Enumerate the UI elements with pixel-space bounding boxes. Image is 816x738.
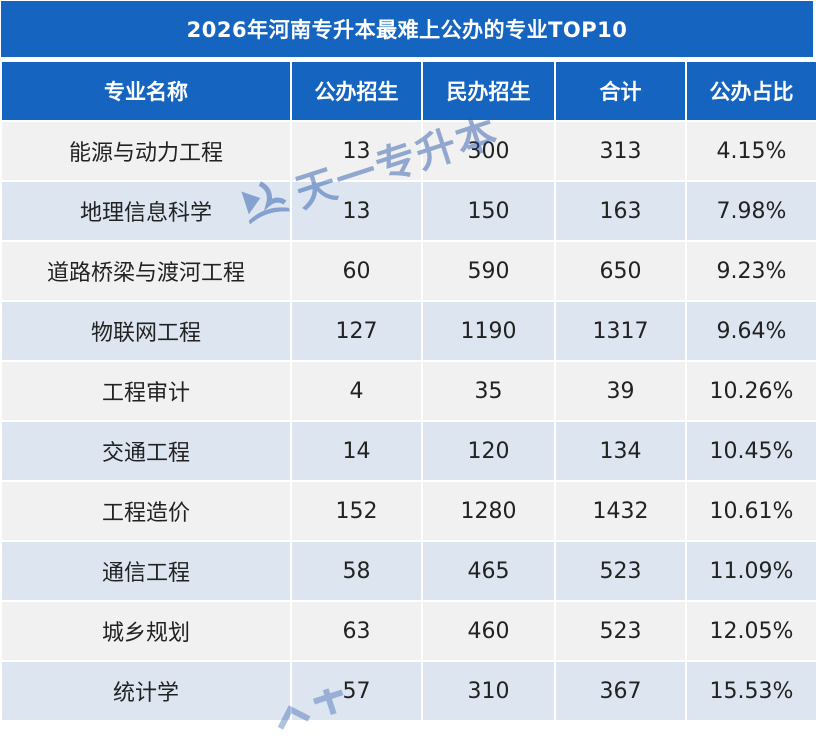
total-cell: 163: [554, 180, 687, 242]
column-header-public: 公办招生: [290, 60, 423, 122]
public-cell: 58: [290, 540, 423, 602]
private-cell: 35: [421, 360, 556, 422]
ratio-cell: 10.26%: [685, 360, 816, 422]
column-header-private: 民办招生: [421, 60, 556, 122]
data-table: 专业名称 公办招生 民办招生 合计 公办占比 能源与动力工程 13 300 31…: [0, 60, 816, 722]
private-cell: 465: [421, 540, 556, 602]
table-row: 通信工程 58 465 523 11.09%: [0, 540, 816, 602]
private-cell: 590: [421, 240, 556, 302]
ratio-cell: 7.98%: [685, 180, 816, 242]
table-row: 地理信息科学 13 150 163 7.98%: [0, 180, 816, 242]
ratio-cell: 4.15%: [685, 120, 816, 182]
major-cell: 交通工程: [0, 420, 292, 482]
private-cell: 300: [421, 120, 556, 182]
total-cell: 134: [554, 420, 687, 482]
major-cell: 工程审计: [0, 360, 292, 422]
table-row: 工程审计 4 35 39 10.26%: [0, 360, 816, 422]
major-cell: 工程造价: [0, 480, 292, 542]
table-row: 物联网工程 127 1190 1317 9.64%: [0, 300, 816, 362]
column-header-total: 合计: [554, 60, 687, 122]
table-row: 城乡规划 63 460 523 12.05%: [0, 600, 816, 662]
table-row: 工程造价 152 1280 1432 10.61%: [0, 480, 816, 542]
total-cell: 39: [554, 360, 687, 422]
public-cell: 14: [290, 420, 423, 482]
major-cell: 物联网工程: [0, 300, 292, 362]
public-cell: 152: [290, 480, 423, 542]
total-cell: 1432: [554, 480, 687, 542]
private-cell: 1190: [421, 300, 556, 362]
private-cell: 1280: [421, 480, 556, 542]
total-cell: 1317: [554, 300, 687, 362]
table-row: 能源与动力工程 13 300 313 4.15%: [0, 120, 816, 182]
major-cell: 城乡规划: [0, 600, 292, 662]
public-cell: 13: [290, 180, 423, 242]
ratio-cell: 15.53%: [685, 660, 816, 722]
public-cell: 13: [290, 120, 423, 182]
column-header-major: 专业名称: [0, 60, 292, 122]
table-row: 交通工程 14 120 134 10.45%: [0, 420, 816, 482]
table-header-row: 专业名称 公办招生 民办招生 合计 公办占比: [0, 60, 816, 122]
public-cell: 63: [290, 600, 423, 662]
total-cell: 523: [554, 540, 687, 602]
major-cell: 地理信息科学: [0, 180, 292, 242]
column-header-ratio: 公办占比: [685, 60, 816, 122]
major-cell: 能源与动力工程: [0, 120, 292, 182]
total-cell: 523: [554, 600, 687, 662]
ratio-cell: 10.61%: [685, 480, 816, 542]
major-cell: 统计学: [0, 660, 292, 722]
public-cell: 60: [290, 240, 423, 302]
ratio-cell: 9.23%: [685, 240, 816, 302]
ratio-cell: 10.45%: [685, 420, 816, 482]
public-cell: 4: [290, 360, 423, 422]
total-cell: 313: [554, 120, 687, 182]
public-cell: 127: [290, 300, 423, 362]
ratio-cell: 9.64%: [685, 300, 816, 362]
ratio-cell: 12.05%: [685, 600, 816, 662]
major-cell: 通信工程: [0, 540, 292, 602]
public-cell: 57: [290, 660, 423, 722]
total-cell: 650: [554, 240, 687, 302]
private-cell: 310: [421, 660, 556, 722]
major-cell: 道路桥梁与渡河工程: [0, 240, 292, 302]
total-cell: 367: [554, 660, 687, 722]
page-title: 2026年河南专升本最难上公办的专业TOP10: [0, 0, 814, 58]
ratio-cell: 11.09%: [685, 540, 816, 602]
private-cell: 120: [421, 420, 556, 482]
table-row: 道路桥梁与渡河工程 60 590 650 9.23%: [0, 240, 816, 302]
private-cell: 150: [421, 180, 556, 242]
table-row: 统计学 57 310 367 15.53%: [0, 660, 816, 722]
private-cell: 460: [421, 600, 556, 662]
